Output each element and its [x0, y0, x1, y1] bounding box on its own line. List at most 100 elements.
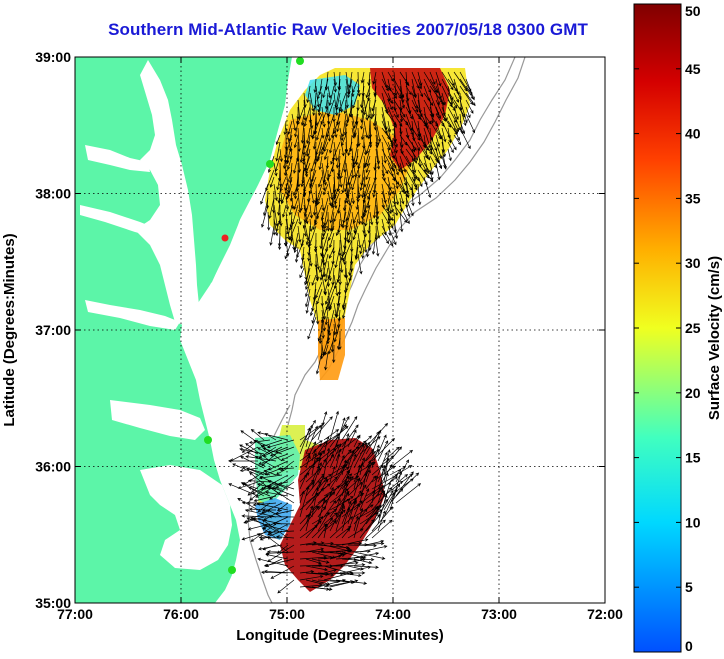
velocity-arrow	[405, 204, 411, 218]
velocity-arrow	[275, 467, 289, 475]
velocity-arrow	[276, 176, 281, 191]
velocity-arrow	[330, 127, 335, 139]
velocity-arrow	[381, 78, 389, 92]
velocity-arrow	[228, 483, 259, 497]
velocity-arrow	[423, 148, 430, 161]
velocity-arrow	[293, 183, 299, 197]
velocity-arrow	[262, 527, 277, 539]
velocity-arrow	[381, 232, 390, 245]
velocity-arrow	[399, 211, 404, 233]
velocity-arrow	[272, 487, 295, 497]
colorbar-tick-label: 35	[685, 190, 701, 206]
grid-lines	[75, 57, 605, 603]
velocity-arrow	[323, 447, 331, 476]
velocity-arrow	[249, 488, 265, 501]
velocity-arrow	[329, 435, 340, 462]
velocity-arrow	[259, 530, 283, 541]
velocity-arrow	[299, 490, 305, 504]
velocity-arrow	[311, 558, 330, 564]
velocity-arrow	[335, 491, 349, 518]
velocity-arrow	[271, 190, 276, 214]
potomac-river	[85, 145, 150, 172]
velocity-arrow	[359, 488, 370, 511]
velocity-arrow	[354, 246, 359, 261]
velocity-arrow	[342, 211, 347, 224]
velocity-arrow	[318, 260, 323, 274]
velocity-arrow	[305, 512, 312, 532]
velocity-arrow	[465, 106, 471, 119]
velocity-arrow	[257, 447, 271, 455]
velocity-arrow	[253, 439, 271, 448]
velocity-arrow	[393, 176, 405, 193]
velocity-arrow	[317, 99, 323, 113]
velocity-arrow	[324, 281, 335, 305]
velocity-arrow	[307, 246, 311, 262]
velocity-arrow	[363, 232, 368, 254]
velocity-arrow	[405, 141, 419, 161]
velocity-arrow	[267, 480, 295, 490]
velocity-arrow	[228, 459, 259, 463]
velocity-arrow	[339, 127, 344, 142]
velocity-arrow	[305, 295, 311, 314]
velocity-arrow	[405, 99, 412, 114]
velocity-arrow	[381, 162, 389, 175]
chesapeake-bay	[135, 60, 199, 325]
velocity-arrow	[335, 548, 353, 553]
velocity-arrow	[329, 204, 335, 224]
velocity-arrow	[366, 190, 371, 209]
velocity-arrow	[357, 162, 361, 179]
velocity-arrow	[309, 169, 317, 189]
pamlico-sound	[140, 465, 232, 570]
velocity-arrow	[399, 127, 404, 148]
albemarle-sound	[110, 400, 205, 440]
velocity-arrow	[303, 106, 311, 127]
velocity-arrow	[315, 351, 323, 375]
velocity-arrow	[329, 485, 340, 497]
velocity-arrow	[260, 183, 269, 205]
velocity-arrow	[365, 539, 385, 546]
velocity-arrow	[411, 99, 419, 113]
velocity-arrow	[326, 211, 331, 232]
velocity-arrow	[293, 239, 299, 254]
velocity-arrow	[383, 487, 398, 518]
velocity-arrow	[248, 439, 271, 445]
velocity-arrow	[305, 455, 311, 469]
velocity-arrow	[411, 120, 416, 142]
velocity-arrow	[341, 538, 369, 546]
velocity-arrow	[347, 450, 355, 469]
velocity-arrow	[341, 501, 352, 525]
velocity-arrow	[365, 162, 371, 174]
velocity-arrow	[265, 490, 289, 497]
velocity-arrow	[324, 344, 329, 356]
velocity-arrow	[291, 204, 299, 226]
velocity-arrow	[257, 557, 289, 567]
velocity-arrow	[377, 451, 388, 476]
velocity-arrow	[357, 253, 363, 275]
velocity-arrow	[288, 204, 293, 216]
colorbar-tick-label: 30	[685, 255, 701, 271]
velocity-arrow	[305, 232, 311, 246]
velocity-arrow	[335, 148, 341, 169]
velocity-arrow	[399, 106, 404, 123]
velocity-arrow	[381, 99, 388, 113]
velocity-arrow	[447, 92, 458, 109]
velocity-arrow	[328, 85, 335, 107]
velocity-arrow	[321, 127, 325, 139]
velocity-arrow	[240, 430, 265, 448]
velocity-arrow	[328, 232, 335, 249]
velocity-arrow	[311, 541, 334, 546]
velocity-arrow	[347, 543, 377, 548]
velocity-arrow	[365, 486, 383, 511]
velocity-arrow	[359, 176, 365, 191]
velocity-arrow	[393, 134, 398, 148]
velocity-arrow	[323, 512, 338, 525]
velocity-arrow	[447, 71, 455, 87]
velocity-arrow	[465, 78, 475, 101]
velocity-arrow	[429, 162, 434, 176]
velocity-arrow	[316, 190, 323, 206]
velocity-arrow	[323, 467, 350, 483]
velocity-arrow	[341, 565, 372, 574]
y-tick-label: 39:00	[35, 49, 71, 65]
velocity-arrow	[359, 505, 379, 532]
